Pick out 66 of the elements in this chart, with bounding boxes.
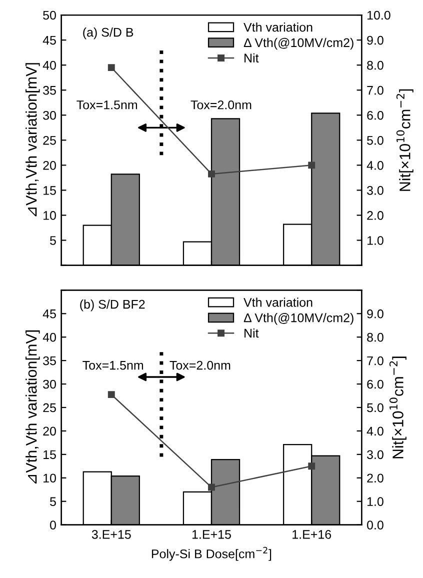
legend-label: Nit xyxy=(244,328,259,338)
y-tick-label: 45 xyxy=(42,36,56,45)
y2-tick-label: 8.0 xyxy=(367,332,384,342)
x-tick-label: 3.E+15 xyxy=(92,530,131,539)
y2-tick-label: 8.0 xyxy=(367,60,384,70)
y-tick-label: 40 xyxy=(42,60,56,70)
y2-tick-label: 3.0 xyxy=(367,186,384,195)
point xyxy=(108,391,115,398)
y-axis-title: ⊿Vth,Vth variation[mV] xyxy=(26,63,40,216)
y2-axis-title: Nit[×10$^{10}$cm$^{−2}$] xyxy=(389,356,406,458)
y-tick-label: 45 xyxy=(42,310,56,318)
point xyxy=(308,162,316,169)
y2-tick-label: 10.0 xyxy=(367,10,390,20)
legend-label: Vth variation xyxy=(244,298,312,307)
y2-tick-label: 0.0 xyxy=(367,520,384,530)
y-axis-title: ⊿Vth,Vth variation[mV] xyxy=(26,330,40,484)
y2-tick-label: 7.0 xyxy=(367,86,384,95)
annotation: Tox=2.0nm xyxy=(190,100,252,110)
annotation: Tox=1.5nm xyxy=(76,100,138,110)
y-tick-label: 25 xyxy=(43,136,56,145)
y-tick-label: 15 xyxy=(44,186,56,195)
y-tick-label: 20 xyxy=(43,426,56,436)
annotation: (b) S/D BF2 xyxy=(80,300,145,312)
y-tick-label: 40 xyxy=(42,332,56,342)
annotation: Tox=1.5nm xyxy=(82,361,144,370)
y2-tick-label: 9.0 xyxy=(367,309,384,318)
legend-label: Nit xyxy=(244,53,259,62)
point xyxy=(208,170,215,178)
y2-tick-label: 3.0 xyxy=(367,450,384,460)
y2-tick-label: 5.0 xyxy=(367,136,384,145)
x-tick-label: 1.E+16 xyxy=(292,530,332,539)
y-tick-label: 10 xyxy=(44,474,56,483)
y2-tick-label: 2.0 xyxy=(367,211,384,220)
y-tick-label: 5 xyxy=(50,236,56,245)
annotation: (a) S/D B xyxy=(83,28,134,40)
y-tick-label: 50 xyxy=(43,10,56,20)
y2-axis-title: Nit[×10$^{10}$cm$^{−2}$] xyxy=(396,89,414,191)
y2-tick-label: 5.0 xyxy=(367,403,384,412)
x-tick-label: 1.E+15 xyxy=(192,530,231,539)
y-tick-label: 30 xyxy=(43,380,56,389)
annotation: Tox=2.0nm xyxy=(170,360,230,370)
y2-tick-label: 9.0 xyxy=(367,36,384,45)
y2-tick-label: 6.0 xyxy=(367,110,384,120)
point xyxy=(208,484,215,491)
y2-tick-label: 4.0 xyxy=(366,426,384,436)
y2-tick-label: 2.0 xyxy=(367,474,384,483)
y2-tick-label: 4.0 xyxy=(366,160,384,170)
x-axis-title: Poly-Si B Dose[cm$^{−2}$] xyxy=(152,546,272,561)
legend-label: Δ Vth(@10MV/cm2) xyxy=(244,313,354,325)
y-tick-label: 35 xyxy=(43,86,56,95)
y-tick-label: 0 xyxy=(50,520,56,530)
y-tick-label: 25 xyxy=(43,403,56,412)
y2-tick-label: 7.0 xyxy=(367,356,384,366)
point xyxy=(108,64,115,72)
y2-tick-label: 1.0 xyxy=(367,236,384,245)
y-tick-label: 10 xyxy=(44,211,56,220)
y-tick-label: 20 xyxy=(43,160,56,170)
y-tick-label: 5 xyxy=(50,497,56,506)
y-tick-label: 35 xyxy=(43,356,56,366)
y2-tick-label: 1.0 xyxy=(367,497,384,506)
y-tick-label: 15 xyxy=(44,450,56,460)
y2-tick-label: 6.0 xyxy=(367,380,384,389)
y-tick-label: 30 xyxy=(43,110,56,120)
legend-label: Vth variation xyxy=(244,22,312,32)
legend-label: Δ Vth(@10MV/cm2) xyxy=(244,38,354,50)
point xyxy=(308,462,316,470)
